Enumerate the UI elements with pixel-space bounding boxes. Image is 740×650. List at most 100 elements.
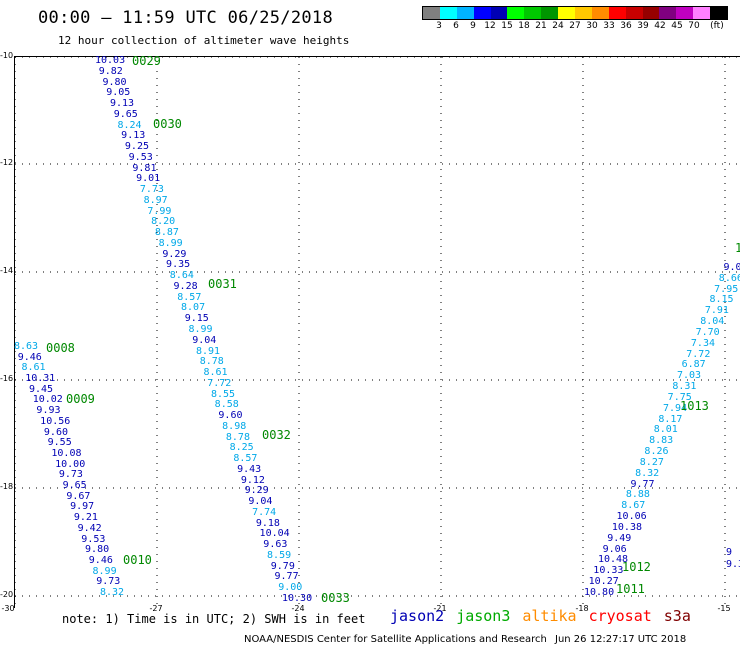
color-swatch xyxy=(456,7,474,19)
color-swatch xyxy=(659,7,677,19)
legend-jason2: jason2 xyxy=(390,607,445,625)
wave-height-value: 9.46 xyxy=(17,351,42,363)
longitude-label: -30 xyxy=(1,604,15,613)
longitude-label: -21 xyxy=(433,604,447,613)
track-time-label: 1012 xyxy=(622,560,651,574)
wave-height-value: 9.82 xyxy=(98,65,123,77)
wave-height-value: 9.77 xyxy=(274,571,299,583)
color-swatch xyxy=(575,7,592,19)
wave-height-value: 7.72 xyxy=(686,348,711,360)
wave-height-value: 8.78 xyxy=(199,356,224,368)
color-swatch xyxy=(423,7,440,19)
wave-height-value: 9.13 xyxy=(109,98,135,110)
grid-lines xyxy=(15,57,740,609)
wave-height-value: 10.04 xyxy=(259,528,290,540)
wave-height-value: 9.18 xyxy=(255,517,280,529)
wave-height-value: 9.46 xyxy=(88,554,113,566)
wave-height-value: 7.03 xyxy=(676,370,702,382)
legend-jason3: jason3 xyxy=(456,607,511,625)
wave-height-value: 9.80 xyxy=(85,544,110,556)
wave-height-value: 8.26 xyxy=(644,446,669,458)
color-scale-label: 21 xyxy=(535,21,547,31)
color-swatch xyxy=(524,7,542,19)
satellite-legend: jason2 jason3 altika cryosat s3a xyxy=(390,607,703,625)
color-swatch xyxy=(676,7,694,19)
wave-height-value: 9.28 xyxy=(173,280,198,292)
track-time-label: 0010 xyxy=(123,553,152,567)
wave-height-value: 8.07 xyxy=(181,302,206,314)
legend-altika: altika xyxy=(522,607,577,625)
wave-height-value: 7.94 xyxy=(663,402,688,414)
wave-height-value: 9.53 xyxy=(81,533,106,545)
wave-height-value: 8.99 xyxy=(188,324,213,335)
wave-height-value: 9.65 xyxy=(113,108,138,120)
color-scale-label: (ft) xyxy=(710,21,724,31)
color-swatch xyxy=(693,7,711,19)
wave-height-value: 8.31 xyxy=(672,381,697,393)
longitude-label: -18 xyxy=(575,604,589,613)
wave-height-value: 9.77 xyxy=(630,478,655,490)
wave-height-value: 9.29 xyxy=(244,485,269,497)
color-scale-label: 24 xyxy=(552,21,564,31)
wave-height-value: 9.04 xyxy=(248,496,273,508)
wave-height-value: 10.80 xyxy=(584,587,615,598)
wave-height-value: 7.99 xyxy=(147,205,172,217)
wave-height-value: 9.15 xyxy=(184,313,209,325)
wave-height-value: 9.53 xyxy=(128,151,153,163)
color-swatch xyxy=(439,7,457,19)
wave-height-value: 8.99 xyxy=(158,237,183,249)
color-swatch xyxy=(591,7,609,19)
wave-height-value: 7.75 xyxy=(667,391,692,403)
wave-height-value: 10.48 xyxy=(597,554,629,566)
wave-height-value: 8.97 xyxy=(143,194,168,206)
wave-height-value: 8.63 xyxy=(14,341,39,352)
latitude-label: -20 xyxy=(0,590,14,599)
legend-s3a: s3a xyxy=(663,607,691,625)
track-time-label: 1011 xyxy=(616,582,645,596)
wave-height-value: 8.66 xyxy=(718,272,740,284)
color-scale-label: 30 xyxy=(586,21,598,31)
wave-height-value: 9.67 xyxy=(66,490,91,502)
wave-height-value: 9.81 xyxy=(132,162,157,174)
color-scale-label: 9 xyxy=(470,21,476,31)
wave-height-value: 8.32 xyxy=(635,467,660,479)
wave-height-value: 10.30 xyxy=(282,593,313,604)
wave-height-value: 9.45 xyxy=(28,383,54,395)
wave-height-value: 8.32 xyxy=(100,587,125,598)
color-scale-bar xyxy=(422,6,728,20)
wave-height-value: 7.73 xyxy=(139,184,164,196)
track-time-label: 0031 xyxy=(208,277,237,291)
wave-height-value: 7.95 xyxy=(714,283,739,295)
wave-height-value: 9.08 xyxy=(723,261,740,273)
color-scale-label: 12 xyxy=(484,21,496,31)
wave-height-value: 8.57 xyxy=(177,291,202,303)
color-swatch xyxy=(710,7,728,19)
color-scale-label: 6 xyxy=(453,21,459,31)
latitude-label: -16 xyxy=(0,374,14,383)
units-note: note: 1) Time is in UTC; 2) SWH is in fe… xyxy=(62,612,366,626)
wave-height-value: 10.03 xyxy=(95,55,126,66)
wave-height-value: 9.73 xyxy=(58,469,83,481)
wave-height-value: 10.27 xyxy=(588,576,619,588)
wave-height-value: 9.60 xyxy=(218,410,243,422)
wave-height-value: 9.35 xyxy=(166,259,191,271)
wave-height-value: 9.97 xyxy=(70,501,95,513)
color-scale-label: 3 xyxy=(436,21,442,31)
wave-height-value: 8.55 xyxy=(210,388,236,400)
wave-height-value: 8.25 xyxy=(229,442,254,454)
color-scale-label: 45 xyxy=(671,21,683,31)
wave-height-value: 7.91 xyxy=(704,305,729,317)
color-swatch xyxy=(642,7,660,19)
wave-height-value: 9.80 xyxy=(102,76,127,88)
color-scale-label: 42 xyxy=(654,21,666,31)
map-title: 00:00 – 11:59 UTC 06/25/2018 xyxy=(38,8,333,28)
wave-height-value: 9.63 xyxy=(263,539,288,551)
wave-height-value: 8.88 xyxy=(625,489,650,501)
wave-height-value: 8.61 xyxy=(203,367,228,379)
track-time-label: 1 xyxy=(735,241,740,255)
track-time-label: 0033 xyxy=(321,591,350,605)
wave-height-value: 10.56 xyxy=(40,415,71,427)
generated-timestamp: Jun 26 12:27:17 UTC 2018 xyxy=(555,634,687,645)
color-scale-label: 36 xyxy=(620,21,632,31)
track-time-label: 0029 xyxy=(132,54,161,68)
